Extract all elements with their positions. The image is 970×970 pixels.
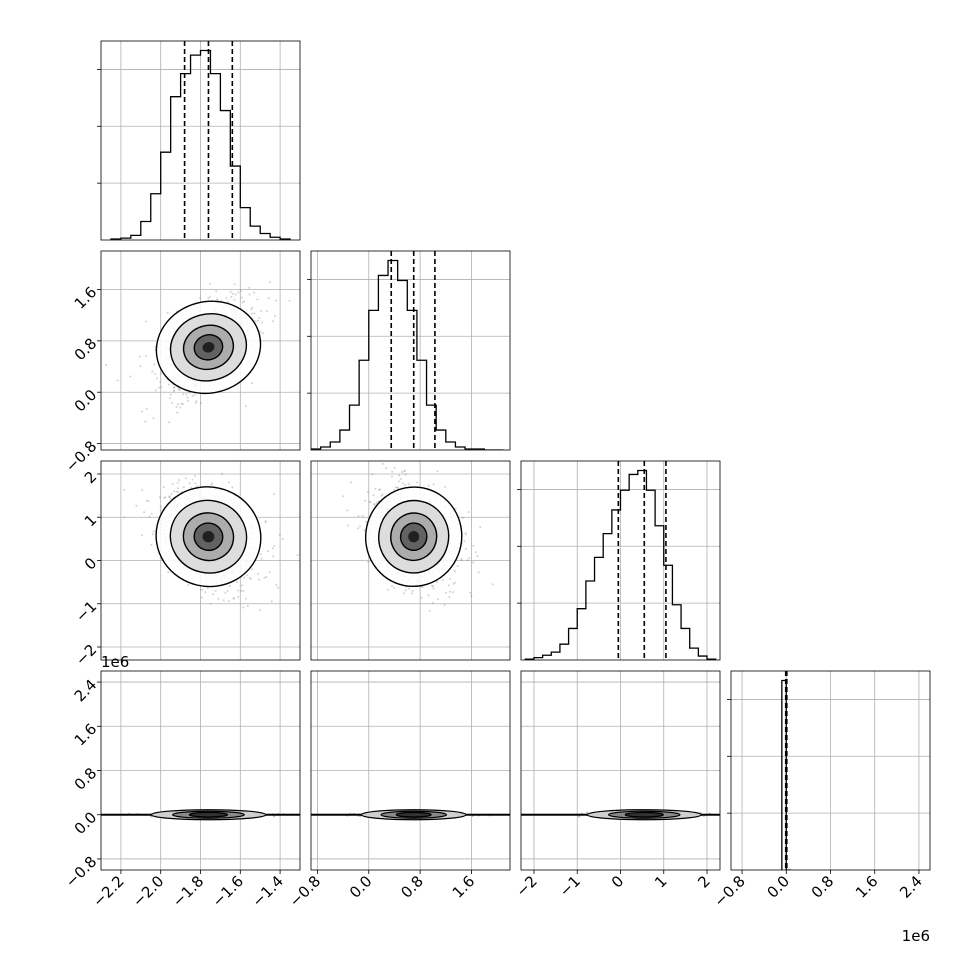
x-offset-label: 1e6 (902, 927, 930, 945)
panel-0-0 (101, 41, 300, 240)
density-3-1 (311, 809, 510, 821)
frame-1-0 (100, 250, 301, 451)
ytick-label-1-0: −0.8 (62, 437, 100, 475)
xtick-label-0-4: −1.4 (248, 872, 286, 910)
contour-inner-2 (624, 811, 664, 818)
xtick-label-3-1: 0.0 (764, 872, 794, 902)
contour-2-0-4 (202, 530, 215, 543)
ytick-label-3-3: 1.6 (71, 720, 101, 750)
xtick-label-2-1: −1 (556, 872, 584, 900)
density-3-2 (521, 809, 720, 821)
frame-3-1 (310, 670, 511, 871)
contour-inner-1 (395, 811, 432, 818)
panel-3-2 (521, 671, 720, 870)
xtick-label-3-0: −0.8 (710, 872, 748, 910)
ytick-label-2-1: −1 (72, 597, 100, 625)
xtick-label-0-2: −1.8 (169, 872, 207, 910)
frame-2-2 (520, 460, 721, 661)
ytick-label-3-2: 0.8 (71, 764, 101, 794)
xtick-label-1-2: 0.8 (397, 872, 427, 902)
xtick-label-2-4: 2 (694, 872, 713, 891)
xtick-label-3-3: 1.6 (852, 872, 882, 902)
xtick-label-0-0: −2.2 (89, 872, 127, 910)
ytick-label-2-2: 0 (81, 554, 100, 573)
panel-1-1 (311, 251, 510, 450)
xtick-label-0-1: −2.0 (129, 872, 167, 910)
ytick-label-3-0: −0.8 (62, 853, 100, 891)
xtick-label-2-2: 0 (608, 872, 627, 891)
panel-3-0 (101, 671, 300, 870)
panel-3-1 (311, 671, 510, 870)
ytick-label-1-2: 0.8 (71, 335, 101, 365)
xtick-label-2-0: −2 (512, 872, 540, 900)
density-2-1 (342, 462, 494, 612)
ytick-label-2-4: 2 (81, 468, 100, 487)
histogram-2 (524, 469, 717, 660)
frame-1-1 (310, 250, 511, 451)
ytick-label-3-4: 2.4 (71, 676, 101, 706)
xtick-label-1-1: 0.0 (346, 872, 376, 902)
xtick-label-3-2: 0.8 (808, 872, 838, 902)
xtick-label-0-3: −1.6 (209, 872, 247, 910)
ytick-label-3-1: 0.0 (71, 808, 101, 838)
ytick-label-1-1: 0.0 (71, 386, 101, 416)
ytick-label-1-3: 1.6 (71, 283, 101, 313)
density-1-0 (105, 281, 291, 424)
density-2-0 (123, 472, 299, 612)
histogram-0 (110, 49, 291, 240)
xtick-label-1-3: 1.6 (449, 872, 479, 902)
xtick-label-3-4: 2.4 (896, 872, 926, 902)
contour-1-0-4 (202, 342, 215, 353)
xtick-label-2-3: 1 (651, 872, 670, 891)
panel-3-3 (731, 671, 930, 870)
histogram-1 (311, 259, 504, 450)
contour-inner-0 (188, 811, 229, 818)
contour-2-1-4 (408, 531, 420, 543)
y-offset-label: 1e6 (101, 653, 129, 671)
ytick-label-2-0: −2 (72, 641, 100, 669)
ytick-label-2-3: 1 (81, 511, 100, 530)
panel-2-0 (101, 461, 300, 660)
xtick-label-1-0: −0.8 (286, 872, 324, 910)
density-3-0 (101, 809, 300, 821)
frame-0-0 (100, 40, 301, 241)
frame-2-1 (310, 460, 511, 661)
